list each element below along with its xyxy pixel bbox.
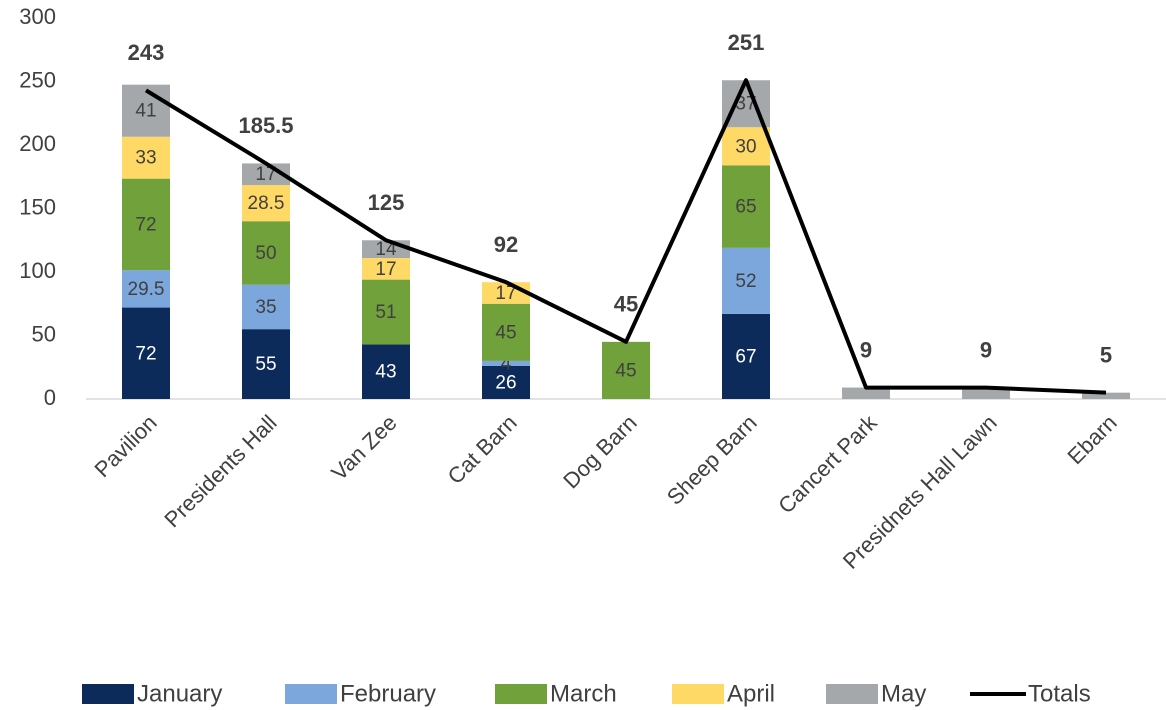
y-tick-label: 50 — [32, 321, 56, 346]
bar-segment — [242, 185, 290, 222]
y-tick-label: 300 — [19, 4, 56, 29]
bar-segment — [722, 127, 770, 166]
bar-segment — [722, 313, 770, 399]
x-tick-label: Dog Barn — [558, 410, 641, 493]
bar-segment — [122, 84, 170, 137]
data-label: 65 — [735, 197, 756, 218]
bar-segment — [962, 387, 1010, 399]
data-label: 26 — [495, 373, 516, 394]
data-label: 52 — [735, 271, 756, 292]
y-tick-label: 0 — [44, 385, 56, 410]
legend-label: January — [137, 680, 222, 707]
data-label: 51 — [375, 302, 396, 323]
bar-segment — [362, 344, 410, 399]
bar-segment — [482, 365, 530, 399]
bar-segment — [482, 360, 530, 366]
bar-segment — [1082, 392, 1130, 399]
bar-segment — [362, 258, 410, 280]
data-label: 45 — [615, 360, 636, 381]
x-tick-label: Pavilion — [89, 410, 161, 482]
bar-segment — [722, 247, 770, 314]
legend-label: March — [550, 680, 617, 707]
data-label: 30 — [735, 136, 756, 157]
bar-segment — [242, 329, 290, 399]
bar-segment — [602, 341, 650, 399]
x-tick-label: Ebarn — [1062, 410, 1121, 469]
total-label: 5 — [1100, 342, 1112, 367]
bar-segment — [362, 279, 410, 345]
y-tick-label: 250 — [19, 67, 56, 92]
x-tick-label: Cat Barn — [443, 410, 522, 489]
data-label: 45 — [495, 322, 516, 343]
legend-label: Totals — [1028, 680, 1091, 707]
bar-segment — [122, 307, 170, 399]
data-label: 28.5 — [248, 193, 285, 214]
bar-segment — [842, 387, 890, 399]
y-tick-label: 200 — [19, 131, 56, 156]
data-label: 14 — [375, 239, 397, 260]
data-label: 17 — [495, 283, 516, 304]
x-tick-label: Sheep Barn — [662, 410, 762, 510]
data-label: 50 — [255, 243, 276, 264]
data-label: 17 — [255, 164, 276, 185]
data-label: 33 — [135, 148, 156, 169]
bar-segment — [242, 284, 290, 330]
x-tick-label: Van Zee — [326, 410, 401, 485]
legend-swatch — [285, 684, 337, 704]
total-label: 243 — [128, 40, 165, 65]
x-tick-label: Cancert Park — [773, 409, 882, 518]
legend-label: April — [727, 680, 775, 707]
data-label: 43 — [375, 362, 396, 383]
total-label: 45 — [614, 292, 638, 317]
total-label: 92 — [494, 232, 518, 257]
x-tick-label: Presidents Hall — [159, 410, 281, 532]
data-label: 72 — [135, 343, 156, 364]
data-label: 35 — [255, 297, 276, 318]
data-label: 4 — [501, 353, 512, 374]
data-label: 55 — [255, 354, 276, 375]
data-label: 72 — [135, 214, 156, 235]
bar-segment — [482, 303, 530, 361]
data-label: 41 — [135, 101, 156, 122]
bar-segment — [122, 270, 170, 308]
legend-swatch — [826, 684, 878, 704]
bar-segment — [122, 178, 170, 271]
total-label: 251 — [728, 30, 765, 55]
y-tick-label: 150 — [19, 194, 56, 219]
legend-swatch — [82, 684, 134, 704]
bar-segment — [242, 221, 290, 285]
bar-segment — [122, 136, 170, 179]
y-tick-label: 100 — [19, 258, 56, 283]
totals-line — [144, 78, 1107, 395]
total-label: 125 — [368, 190, 405, 215]
data-label: 67 — [735, 346, 756, 367]
total-label: 9 — [980, 337, 992, 362]
data-label: 29.5 — [128, 279, 165, 300]
total-label: 9 — [860, 337, 872, 362]
legend-label: February — [340, 680, 436, 707]
total-label: 185.5 — [238, 113, 293, 138]
bar-segment — [722, 165, 770, 248]
legend-label: May — [881, 680, 926, 707]
data-label: 17 — [375, 259, 396, 280]
legend-swatch — [495, 684, 547, 704]
legend-swatch — [672, 684, 724, 704]
